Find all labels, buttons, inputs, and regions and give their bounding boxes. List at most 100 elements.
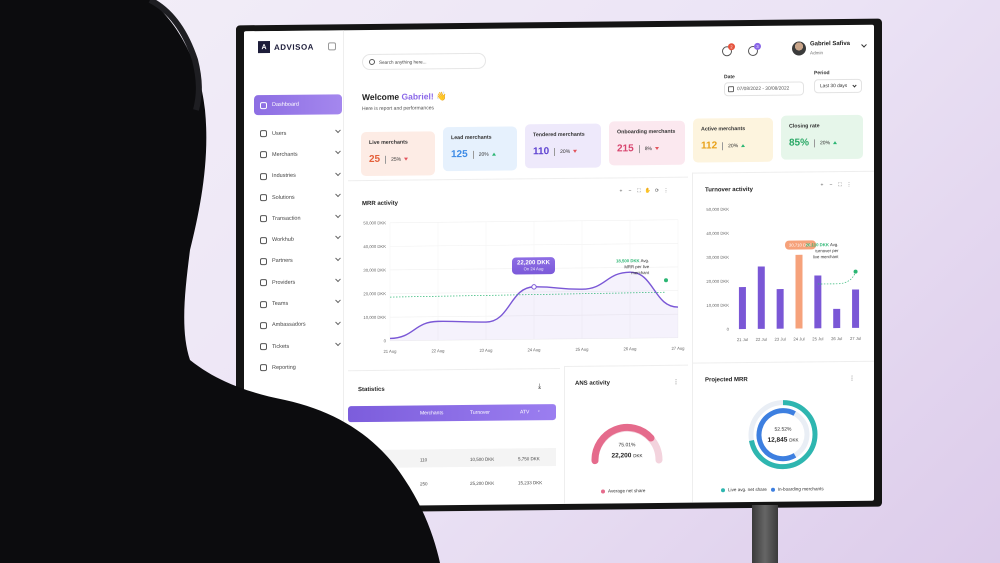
stat-label: Active merchants	[701, 126, 746, 133]
ambassador-icon	[260, 321, 267, 329]
sidebar-collapse-icon[interactable]	[328, 42, 336, 51]
tooltip-date: On 24 Aug	[523, 265, 544, 271]
store-icon	[260, 151, 267, 159]
chevron-down-icon[interactable]	[861, 41, 867, 48]
y-tick-label: 20,000 DKK	[363, 291, 386, 296]
mrr-average-point[interactable]	[664, 278, 668, 283]
sidebar-item-partners[interactable]: Partners	[254, 250, 342, 272]
trend-down-icon	[654, 146, 659, 150]
stat-card[interactable]: Active merchants 112 20%	[693, 117, 773, 163]
turnover-average-point[interactable]	[853, 269, 858, 274]
sidebar-item-providers[interactable]: Providers	[254, 271, 342, 293]
sidebar-item-label: Dashboard	[272, 101, 299, 109]
sidebar-item-merchants[interactable]: Merchants	[254, 144, 342, 166]
sidebar-item-label: Industries	[272, 172, 296, 180]
ans-pct: 75.01%	[618, 442, 636, 449]
statistics-title: Statistics	[358, 386, 385, 394]
welcome-prefix: Welcome	[362, 91, 402, 103]
chevron-down-icon	[335, 319, 341, 325]
turnover-bar[interactable]	[795, 254, 803, 329]
stat-card[interactable]: Tendered merchants 110 20%	[525, 123, 601, 169]
user-name[interactable]: Gabriel Safiva	[810, 40, 851, 48]
y-tick-label: 40,000 DKK	[363, 244, 386, 249]
legend-dot	[601, 489, 605, 494]
sidebar-item-dashboard[interactable]: Dashboard	[254, 94, 342, 116]
chevron-right-icon[interactable]: ›	[538, 408, 540, 415]
mrr-avg-text: MRR per live	[624, 264, 650, 270]
stat-card[interactable]: Live merchants 25 25%	[361, 131, 435, 177]
stat-card[interactable]: Onboarding merchants 215 8%	[609, 120, 685, 166]
legend-label: Average net share	[608, 488, 646, 494]
sidebar-item-solutions[interactable]: Solutions	[254, 186, 342, 208]
search-input[interactable]: Search anything here...	[362, 52, 486, 71]
sidebar-item-reporting[interactable]: Reporting	[254, 357, 342, 379]
sidebar-item-transaction[interactable]: Transaction	[254, 207, 342, 229]
ans-value: 22,200	[611, 452, 632, 460]
column-header[interactable]: Merchants	[420, 410, 444, 417]
turnover-bar[interactable]	[852, 289, 860, 328]
sidebar-item-workhub[interactable]: Workhub	[254, 229, 342, 251]
stat-row: 85% 20%	[789, 137, 855, 149]
live-share-arc	[748, 400, 818, 470]
turnover-bar[interactable]	[738, 287, 746, 330]
turnover-bar[interactable]	[776, 289, 784, 329]
stat-value: 25	[369, 153, 381, 165]
messages-icon[interactable]: 2	[722, 43, 735, 57]
y-tick-label: 0	[384, 338, 387, 343]
x-tick-label: 23 Jul	[775, 337, 786, 342]
turnover-avg-text: Avg.	[829, 241, 839, 247]
sidebar-item-tickets[interactable]: Tickets	[254, 335, 342, 357]
bell-icon[interactable]: 3	[748, 42, 761, 57]
sidebar-item-ambassadors[interactable]: Ambassadors	[254, 314, 342, 336]
date-label: Date	[724, 74, 735, 81]
ans-unit: DKK	[633, 453, 643, 459]
chevron-down-icon	[852, 83, 857, 88]
stat-label: Lead merchants	[451, 134, 492, 142]
ans-legend: Average net share	[601, 488, 645, 493]
date-range-picker[interactable]: 07/08/2022 - 30/08/2022	[724, 81, 804, 97]
turnover-avg-text: turnover per	[815, 247, 839, 254]
table-cell: 25,200 DKK	[470, 480, 495, 486]
ticket-icon	[260, 343, 267, 351]
sidebar-item-users[interactable]: Users	[254, 122, 342, 144]
turnover-bar[interactable]	[757, 266, 765, 329]
turnover-avg-text: live merchant	[812, 253, 839, 260]
download-icon[interactable]: ⤓	[538, 383, 542, 391]
brand-logo[interactable]: A ADVISOA	[258, 41, 314, 54]
column-header[interactable]: Turnover	[470, 409, 490, 416]
column-header[interactable]: ATV	[520, 409, 530, 416]
chevron-down-icon	[335, 212, 341, 219]
turnover-bar[interactable]	[833, 308, 841, 329]
stat-value: 85%	[789, 137, 810, 149]
table-cell: 5,750 DKK	[518, 456, 540, 462]
sidebar-item-industries[interactable]: Industries	[254, 165, 342, 187]
table-cell: 5,750 DKK	[518, 504, 540, 508]
sidebar-item-label: Teams	[272, 300, 289, 308]
period-label: Period	[814, 70, 830, 77]
x-tick-label: 27 Aug	[671, 346, 685, 351]
stat-card[interactable]: Lead merchants 125 20%	[443, 126, 517, 172]
stat-row: 215 8%	[617, 143, 677, 154]
legend-label: In-boarding merchants	[777, 486, 824, 492]
sidebar-item-label: Workhub	[272, 236, 294, 244]
stat-divider	[472, 150, 474, 159]
y-tick-label: 40,000 DKK	[706, 231, 729, 236]
stat-pct: 20%	[728, 142, 739, 149]
wave-icon: 👋	[436, 91, 447, 102]
mrr-data-point[interactable]	[531, 284, 537, 290]
user-role: Admin	[810, 50, 824, 56]
avatar[interactable]	[792, 41, 806, 56]
trend-down-icon	[404, 157, 409, 161]
mrr-avg-text: merchant	[631, 270, 650, 276]
sidebar: A ADVISOA Dashboard Users Merchants Indu…	[244, 30, 344, 508]
turnover-bar[interactable]	[814, 275, 822, 329]
messages-badge: 2	[728, 43, 735, 51]
period-select[interactable]: Last 30 days	[814, 78, 862, 94]
chevron-down-icon	[335, 297, 341, 304]
y-tick-label: 30,000 DKK	[363, 268, 386, 273]
y-tick-label: 50,000 DKK	[363, 220, 386, 225]
sidebar-item-teams[interactable]: Teams	[254, 293, 342, 315]
stat-card[interactable]: Closing rate 85% 20%	[781, 114, 863, 160]
search-placeholder: Search anything here...	[379, 58, 427, 65]
sidebar-item-label: Merchants	[272, 151, 298, 158]
